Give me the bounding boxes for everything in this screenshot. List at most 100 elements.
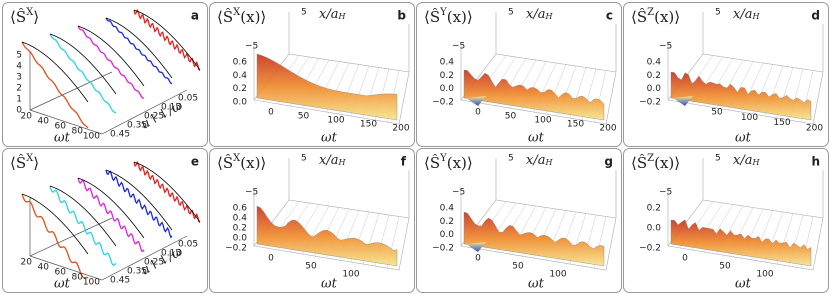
x-top-label: 5 [301, 8, 307, 18]
t-tick-label: 0 [682, 254, 688, 264]
t-tick-label: 40 [38, 117, 50, 127]
z-tick-label: 0.2 [647, 71, 661, 81]
t-tick-label: 100 [549, 270, 566, 280]
surface [670, 219, 812, 267]
x-label-sub: H [337, 12, 346, 21]
u-tick-label: 0.45 [110, 130, 130, 140]
fit-curve [105, 169, 173, 231]
surface-neg [466, 242, 486, 252]
t-axis-label: ωt [321, 277, 338, 292]
title-main: ⟨Ŝ [10, 154, 26, 172]
t-tick-label: 150 [360, 120, 377, 130]
box-floor [253, 12, 410, 125]
title-main: ⟨Ŝ [631, 154, 647, 172]
panel-frame [2, 148, 208, 293]
axis-lines [29, 52, 188, 135]
u-tick-label: 0.45 [110, 276, 130, 286]
t-tick-label: 80 [72, 273, 84, 283]
t-axis-label: ωt [528, 277, 545, 292]
panel-title: ⟨ŜZ(x)⟩ [631, 7, 680, 27]
surface [463, 211, 605, 267]
title-sup: X [233, 153, 241, 164]
title-post: ⟩ [33, 8, 39, 26]
panel-letter: b [397, 9, 406, 23]
z-tick-label: −0.2 [225, 244, 247, 254]
title-post: ⟩ [33, 154, 39, 172]
t-tick-label: 20 [21, 112, 33, 122]
t-tick-label: 0 [475, 254, 481, 264]
box-floor [253, 158, 410, 271]
title-post: (x)⟩ [654, 8, 680, 26]
panel-letter: g [604, 155, 613, 169]
z-tick-label: 2 [16, 84, 22, 94]
surface [256, 53, 398, 121]
t-tick-label: 60 [55, 268, 67, 278]
x-bottom-label: −5 [245, 42, 258, 52]
fit-curve [49, 33, 117, 95]
curve [105, 17, 173, 85]
t-tick-label: 50 [505, 112, 517, 122]
x-label-main: x/a [319, 153, 338, 168]
z-tick-label: 0.0 [233, 98, 248, 108]
fit-curve [77, 25, 145, 87]
z-tick-label: 0.4 [233, 71, 248, 81]
t-tick-label: 50 [512, 262, 524, 272]
title-main: ⟨Ŝ [217, 154, 233, 172]
t-tick-label: 150 [567, 120, 584, 130]
curve [133, 8, 201, 71]
z-tick-label: −0.2 [639, 98, 661, 108]
z-tick-label: 0.6 [233, 58, 248, 68]
t-tick-label: 0 [268, 254, 274, 264]
panel-title: ⟨ŜY(x)⟩ [424, 153, 473, 173]
z-tick-label: 0.2 [647, 204, 661, 214]
x-bottom-label: −5 [245, 188, 258, 198]
title-post: (x)⟩ [240, 8, 266, 26]
t-tick-label: 20 [21, 258, 33, 268]
title-sup: X [26, 153, 34, 164]
surface-neg [466, 96, 486, 106]
panel: ⟨ŜX(x)⟩ b 5 x/aH −5 0.6 0.4 0.2 0.0 0 50 100 150 200 ω… [209, 2, 415, 147]
panel: ⟨ŜZ(x)⟩ h 5 x/aH −5 0.2 0.0 −0.2 0 50 100 ωt [623, 148, 829, 293]
x-label-main: x/a [526, 7, 545, 22]
panel: ⟨ŜZ(x)⟩ d 5 x/aH −5 0.4 0.2 0.0 −0.2 50 100 150 200 ω… [623, 2, 829, 147]
panel-title: ⟨ŜZ(x)⟩ [631, 153, 680, 173]
z-tick-label: 0.2 [233, 224, 247, 234]
curve [21, 41, 89, 129]
t-tick-label: 80 [72, 127, 84, 137]
z-tick-label: 0 [16, 106, 22, 116]
title-sup: X [233, 7, 241, 18]
t-tick-label: 100 [83, 132, 100, 142]
z-tick-label: 0.0 [440, 230, 455, 240]
z-tick-label: 0.2 [233, 84, 247, 94]
t-tick-label: 100 [342, 270, 359, 280]
z-tick-label: 0.2 [440, 71, 454, 81]
u-tick-label: 0.05 [178, 94, 198, 104]
x-axis-label: x/aH [733, 7, 760, 22]
title-main: ⟨Ŝ [217, 8, 233, 26]
z-tick-label: 0.2 [440, 217, 454, 227]
t-tick-label: 50 [719, 262, 731, 272]
curve [77, 25, 145, 99]
surface [256, 205, 398, 267]
panel-title: ⟨ŜY(x)⟩ [424, 7, 473, 27]
curve [105, 169, 173, 239]
box-floor [460, 12, 617, 125]
t-axis-label: ωt [54, 131, 71, 146]
x-bottom-label: −5 [452, 188, 465, 198]
panel-title: ⟨ŜX(x)⟩ [217, 7, 266, 27]
curve [133, 160, 201, 223]
surface [670, 71, 812, 121]
x-top-label: 5 [508, 154, 514, 164]
x-label-sub: H [544, 12, 553, 21]
x-label-sub: H [544, 158, 553, 167]
x-label-main: x/a [526, 153, 545, 168]
curve [21, 193, 89, 279]
t-tick-label: 100 [327, 116, 344, 126]
x-bottom-label: −5 [659, 188, 672, 198]
t-tick-label: 50 [305, 262, 317, 272]
x-label-sub: H [337, 158, 346, 167]
title-main: ⟨Ŝ [631, 8, 647, 26]
fit-curve [77, 177, 145, 239]
